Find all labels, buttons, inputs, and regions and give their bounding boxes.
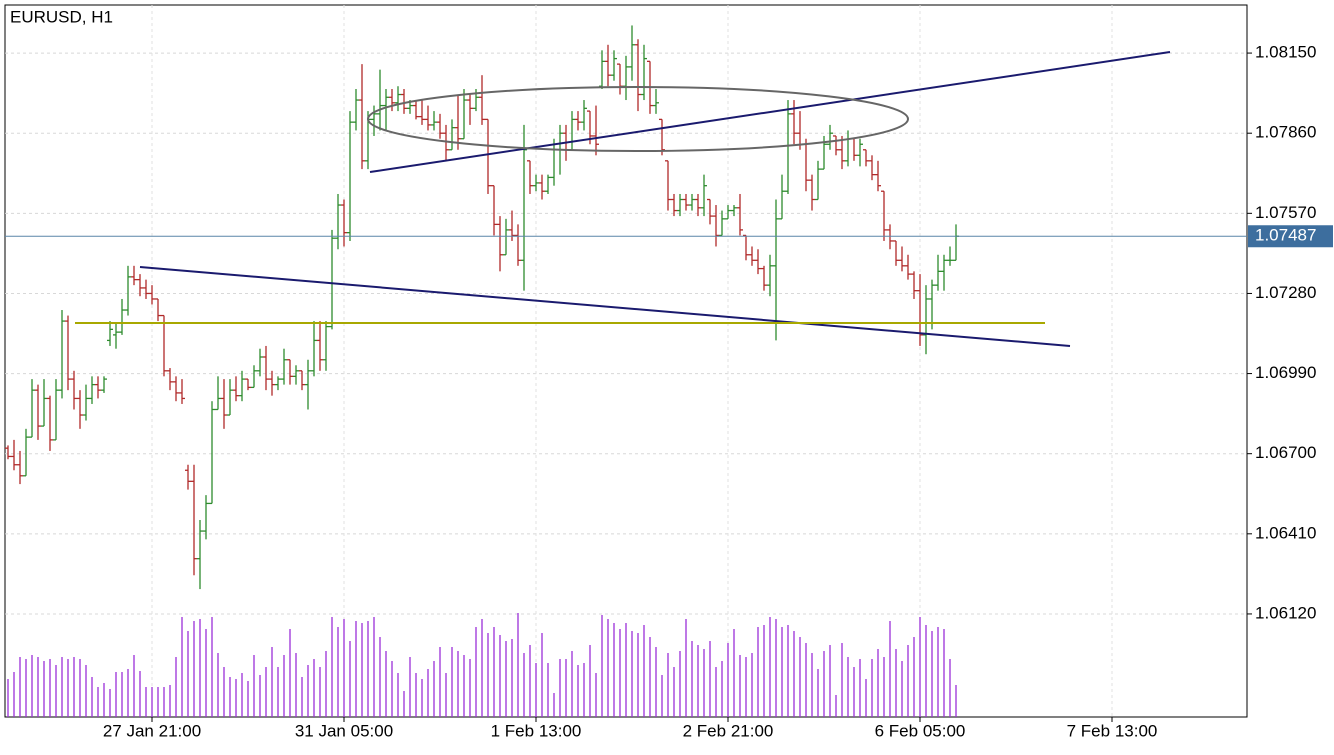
axes: 1.08150 1.07860 1.07570 1.07280 1.06990 1.067… [5,43,1333,740]
x-tick-label: 6 Feb 05:00 [875,721,966,740]
y-tick-label: 1.06410 [1255,523,1316,542]
x-tick-label: 2 Feb 21:00 [683,721,774,740]
x-tick-label: 31 Jan 05:00 [295,721,393,740]
y-tick-label: 1.07860 [1255,123,1316,142]
ellipse [367,86,909,152]
plot-frame [4,4,1248,718]
trend-line [139,266,1071,347]
price-layer [5,25,959,590]
y-tick-label: 1.06700 [1255,443,1316,462]
x-tick-label: 1 Feb 13:00 [491,721,582,740]
drawings [75,51,1171,347]
volume-layer [7,613,957,717]
x-tick-label: 7 Feb 13:00 [1067,721,1158,740]
chart-title: EURUSD, H1 [10,7,113,26]
y-tick-label: 1.07570 [1255,203,1316,222]
y-tick-label: 1.07280 [1255,283,1316,302]
last-price-box [1248,225,1333,248]
last-price-label: 1.07487 [1255,226,1316,245]
x-tick-label: 27 Jan 21:00 [103,721,201,740]
y-tick-label: 1.06990 [1255,363,1316,382]
y-tick-label: 1.08150 [1255,43,1316,62]
y-tick-label: 1.06120 [1255,603,1316,622]
trend-line [369,51,1171,173]
